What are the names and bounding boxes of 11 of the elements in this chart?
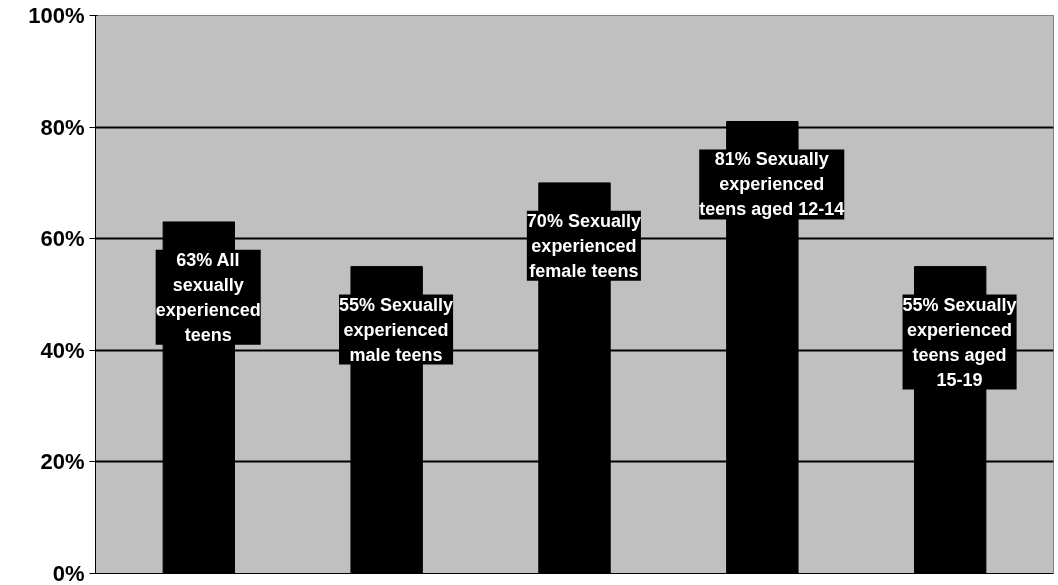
y-tick-label: 60% bbox=[40, 226, 85, 252]
data-label: 55% Sexually experienced male teens bbox=[339, 294, 454, 365]
data-label: 55% Sexually experienced teens aged 15-19 bbox=[902, 294, 1017, 390]
data-label: 63% All sexually experienced teens bbox=[155, 249, 261, 345]
data-label: 81% Sexually experienced teens aged 12-14 bbox=[699, 149, 845, 220]
data-label: 70% Sexually experienced female teens bbox=[526, 210, 641, 281]
y-tick-label: 0% bbox=[52, 560, 85, 585]
y-tick-label: 40% bbox=[40, 337, 85, 363]
y-tick-label: 100% bbox=[28, 3, 85, 28]
y-tick-label: 20% bbox=[40, 449, 85, 475]
y-tick-label: 80% bbox=[40, 114, 85, 140]
